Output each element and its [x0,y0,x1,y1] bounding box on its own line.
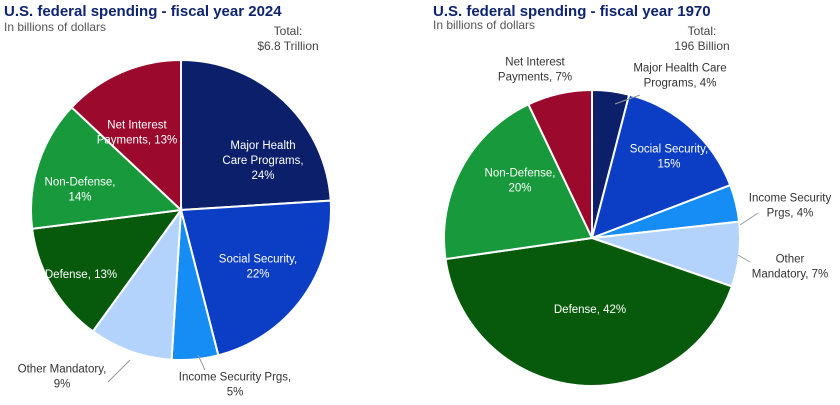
total-label-line: Total: [687,24,717,38]
slice-data-label: Social Security, [630,144,708,156]
slice-data-label: 20% [508,183,531,195]
slice-data-label: Income Security Prgs, [179,372,291,384]
slice-data-label: 15% [657,159,680,171]
slice-data-label: Major Health Care [633,63,726,75]
total-label-value: 196 Billion [674,39,730,53]
pie-slice [443,103,594,261]
pie-slice [31,208,184,333]
chart-subtitle-2024: In billions of dollars [4,20,107,34]
chart-title-1970: U.S. federal spending - fiscal year 1970 [433,3,711,20]
pie-slice [91,206,183,361]
slice-data-label: Non-Defense, [485,168,556,180]
pie-slice [180,58,332,212]
slice-data-label: Other [776,254,805,266]
slice-data-label: 9% [54,379,71,391]
slice-data-label: Net Interest [505,57,565,69]
slice-data-label: Prgs, 4% [767,208,814,220]
total-label-1970: Total: 196 Billion [642,24,762,54]
slice-data-label: Other Mandatory, [18,364,107,376]
total-label-line: Total: [273,24,303,38]
leader-line [739,212,759,226]
pie-slice [179,199,332,357]
slice-data-label: Net Interest [107,120,167,132]
slice-data-label: Payments, 7% [498,72,572,84]
leader-line [737,254,751,263]
slice-data-label: Payments, 13% [97,135,178,147]
total-label-2024: Total: $6.8 Trillion [228,24,348,54]
slice-data-label: Defense, 42% [554,304,626,316]
slice-data-label: 22% [246,269,269,281]
slice-data-label: Major Health [230,140,295,152]
slice-data-label: Care Programs, [222,155,303,167]
pie-slice [444,236,734,387]
chart-title-2024: U.S. federal spending - fiscal year 2024 [4,3,282,20]
pie-slice [527,88,593,239]
leader-line [614,94,641,105]
slice-data-label: Non-Defense, [45,177,116,189]
total-label-value: $6.8 Trillion [257,39,319,53]
pie-slice [30,105,184,230]
slice-data-label: Social Security, [219,254,297,266]
leader-line [107,359,131,383]
pie-slice [590,93,732,240]
slice-data-label: Defense, 13% [45,269,117,281]
slice-data-label: Mandatory, 7% [752,269,829,281]
slice-data-label: 24% [251,170,274,182]
leader-line [197,354,206,371]
slice-data-label: Programs, 4% [644,78,717,90]
pie-slice [70,58,182,213]
slice-data-label: Income Security [749,193,832,205]
slice-data-label: 14% [68,192,91,204]
chart-subtitle-1970: In billions of dollars [433,18,536,32]
slice-data-label: 5% [227,387,244,399]
